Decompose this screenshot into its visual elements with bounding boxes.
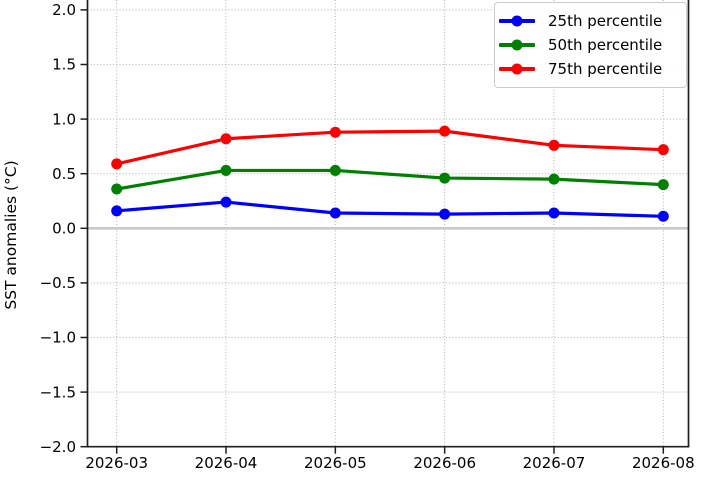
y-tick-label: 1.5 [52, 56, 76, 74]
legend-item-25th-percentile: 25th percentile [499, 9, 680, 33]
y-tick-labels: 2.0 1.5 1.0 0.5 0.0 −0.5 −1.0 −1.5 −2.0 [40, 1, 76, 456]
data-point-25th-2026-08 [657, 210, 669, 222]
axis-tick-marks [80, 9, 665, 454]
data-point-25th-2026-06 [439, 208, 451, 220]
data-point-75th-2026-05 [329, 126, 341, 138]
data-point-25th-2026-04 [220, 196, 232, 208]
y-tick-label: 0.0 [52, 220, 76, 238]
legend-marker-dot-icon [511, 15, 523, 27]
legend-line-sample-icon [499, 15, 535, 27]
data-point-75th-2026-04 [220, 133, 232, 145]
legend-line-sample-icon [499, 39, 535, 51]
data-point-75th-2026-08 [657, 144, 669, 156]
y-tick-label: 1.0 [52, 110, 76, 128]
y-tick-label: −1.5 [40, 383, 76, 401]
x-tick-label: 2026-06 [413, 454, 476, 472]
data-point-50th-2026-03 [111, 183, 123, 195]
data-point-50th-2026-05 [329, 164, 341, 176]
x-tick-labels: 2026-03 2026-04 2026-05 2026-06 2026-07 2026-… [85, 454, 694, 472]
legend-label: 50th percentile [548, 35, 663, 54]
data-point-25th-2026-03 [111, 205, 123, 217]
y-tick-label: 2.0 [52, 1, 76, 19]
data-point-50th-2026-06 [439, 172, 451, 184]
legend-item-75th-percentile: 75th percentile [499, 57, 680, 81]
data-point-50th-2026-08 [657, 179, 669, 191]
legend-marker-dot-icon [511, 39, 523, 51]
line-50th-percentile [116, 168, 664, 191]
data-point-50th-2026-07 [548, 173, 560, 185]
x-tick-label: 2026-07 [523, 454, 586, 472]
line-75th-percentile [116, 129, 664, 166]
data-point-75th-2026-06 [439, 125, 451, 137]
axes-spines [86, 0, 690, 448]
x-tick-label: 2026-03 [85, 454, 148, 472]
x-tick-label: 2026-08 [632, 454, 695, 472]
data-point-75th-2026-03 [111, 158, 123, 170]
y-tick-label: −0.5 [40, 274, 76, 292]
legend: 25th percentile 50th percentile 75th per… [494, 2, 687, 88]
x-tick-label: 2026-04 [195, 454, 258, 472]
x-tick-label: 2026-05 [304, 454, 367, 472]
legend-marker-dot-icon [511, 63, 523, 75]
data-series [111, 125, 669, 222]
legend-item-50th-percentile: 50th percentile [499, 33, 680, 57]
data-point-75th-2026-07 [548, 139, 560, 151]
y-axis-label: SST anomalies (°C) [2, 160, 20, 309]
line-25th-percentile [116, 200, 664, 218]
data-point-25th-2026-05 [329, 207, 341, 219]
y-tick-label: −1.0 [40, 329, 76, 347]
legend-line-sample-icon [499, 63, 535, 75]
y-tick-label: 0.5 [52, 165, 76, 183]
legend-label: 75th percentile [548, 59, 663, 78]
data-point-50th-2026-04 [220, 164, 232, 176]
y-tick-label: −2.0 [40, 438, 76, 456]
legend-label: 25th percentile [548, 11, 663, 30]
data-point-25th-2026-07 [548, 207, 560, 219]
